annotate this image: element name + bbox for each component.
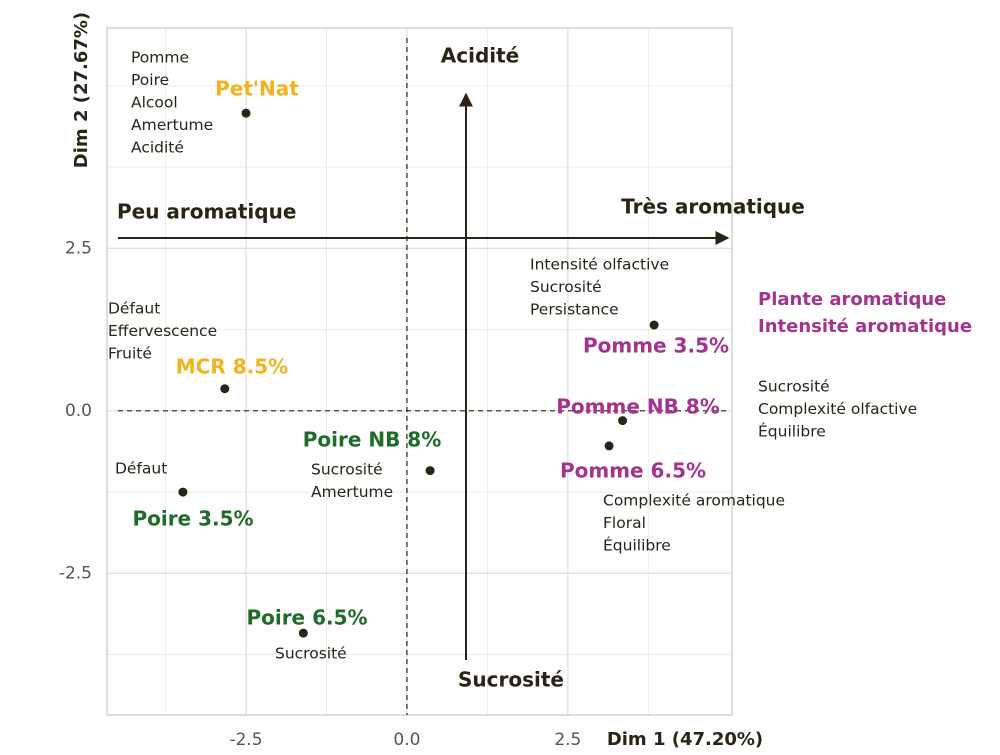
- point: [604, 441, 614, 451]
- annotation: Défaut: [115, 460, 167, 478]
- annotation: Sucrosité: [758, 378, 830, 396]
- annotation: Équilibre: [603, 536, 671, 555]
- annotation: Défaut: [108, 300, 160, 318]
- x-tick-label: 2.5: [554, 730, 581, 750]
- y-tick-label: -2.5: [59, 563, 92, 583]
- point-label: Poire 3.5%: [132, 507, 253, 531]
- annotation: Intensité olfactive: [530, 256, 669, 274]
- direction-label: Acidité: [441, 44, 520, 68]
- annotation: Persistance: [530, 301, 619, 319]
- annotation: Alcool: [131, 94, 178, 112]
- point: [298, 628, 308, 638]
- annotation: Équilibre: [758, 422, 826, 441]
- annotation: Poire: [131, 71, 169, 89]
- annotation: Sucrosité: [530, 278, 602, 296]
- annotation: Effervescence: [108, 322, 217, 340]
- annotation: Sucrosité: [311, 461, 383, 479]
- annotation: Fruité: [108, 345, 152, 363]
- x-axis-title: Dim 1 (47.20%): [607, 729, 763, 750]
- point-label: Poire 6.5%: [246, 606, 367, 630]
- annotation: Complexité olfactive: [758, 400, 917, 418]
- point-label: MCR 8.5%: [176, 355, 288, 379]
- point-label: Pomme NB 8%: [556, 395, 720, 419]
- point-label: Pomme 6.5%: [560, 459, 706, 483]
- annotation: Intensité aromatique: [758, 316, 972, 337]
- direction-label: Très aromatique: [621, 195, 805, 219]
- point-label: Poire NB 8%: [303, 428, 442, 452]
- annotation: Pomme: [131, 49, 189, 67]
- point-label: Pet'Nat: [215, 77, 299, 101]
- y-axis-title: Dim 2 (27.67%): [71, 12, 92, 168]
- point: [220, 384, 230, 394]
- annotation: Acidité: [131, 139, 184, 157]
- x-tick-label: -2.5: [229, 730, 262, 750]
- x-tick-label: 0.0: [393, 730, 420, 750]
- annotation: Floral: [603, 514, 646, 532]
- plot-frame: [106, 27, 733, 716]
- annotation: Sucrosité: [275, 645, 347, 663]
- annotation: Amertume: [311, 483, 393, 501]
- y-tick-label: 0.0: [65, 401, 92, 421]
- point: [618, 416, 628, 426]
- direction-label: Sucrosité: [458, 668, 564, 692]
- annotation: Amertume: [131, 116, 213, 134]
- y-tick-label: 2.5: [65, 238, 92, 258]
- point: [425, 466, 435, 476]
- point: [178, 487, 188, 497]
- point: [649, 320, 659, 330]
- point: [241, 108, 251, 118]
- point-label: Pomme 3.5%: [583, 334, 729, 358]
- annotation: Plante aromatique: [758, 289, 946, 310]
- annotation: Complexité aromatique: [603, 492, 785, 510]
- direction-label: Peu aromatique: [117, 200, 296, 224]
